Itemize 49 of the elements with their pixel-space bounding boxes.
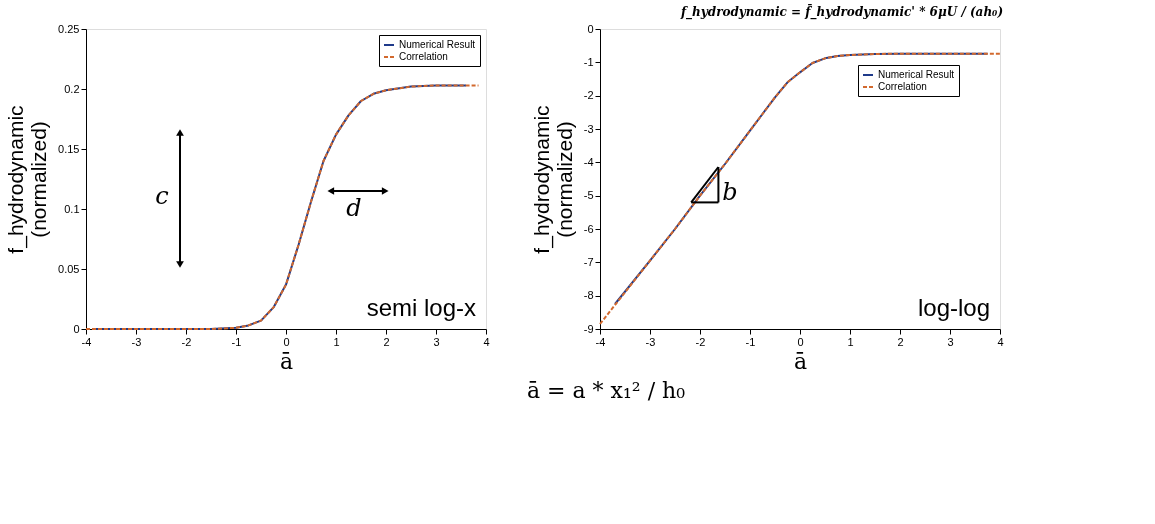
x-tick-label: -3 <box>131 335 142 348</box>
y-tick-label: -8 <box>583 289 594 302</box>
annotation: semi log-x <box>366 294 476 321</box>
y-tick-label: -6 <box>583 222 594 235</box>
x-tick-label: -1 <box>745 335 756 348</box>
annotation: c <box>155 182 169 210</box>
legend-label: Correlation <box>399 51 448 62</box>
chart-title: f_hydrodynamic = f̄_hydrodynamic' * 6μU / (ah₀) <box>679 2 1004 20</box>
y-axis-title: f_hydrodynamic (normalized) <box>529 105 576 254</box>
x-tick-label: 2 <box>383 335 390 348</box>
x-tick-label: -3 <box>645 335 656 348</box>
legend-label: Correlation <box>878 81 927 92</box>
y-tick-label: 0.25 <box>58 22 80 35</box>
x-tick-label: 3 <box>947 335 954 348</box>
x-tick-label: 0 <box>283 335 290 348</box>
x-tick-label: 2 <box>897 335 904 348</box>
y-tick-label: -1 <box>583 55 594 68</box>
y-tick-label: 0 <box>587 22 594 35</box>
legend-label: Numerical Result <box>399 39 476 50</box>
x-tick-label: 1 <box>847 335 854 348</box>
x-axis-title: ā <box>279 348 294 374</box>
text: ā = a * x₁² / h₀ <box>526 378 686 403</box>
x-tick-label: -4 <box>595 335 606 348</box>
y-tick-label: -4 <box>583 155 594 168</box>
annotation: b <box>722 177 738 206</box>
x-tick-label: 3 <box>433 335 440 348</box>
x-tick-label: -1 <box>231 335 242 348</box>
annotation: d <box>346 194 362 222</box>
x-tick-label: -2 <box>181 335 192 348</box>
x-tick-label: -4 <box>81 335 92 348</box>
y-tick-label: -2 <box>583 89 594 102</box>
y-tick-label: -7 <box>583 255 594 268</box>
x-tick-label: 1 <box>333 335 340 348</box>
y-tick-label: 0 <box>73 322 80 335</box>
y-tick-label: 0.1 <box>64 202 80 215</box>
x-tick-label: 0 <box>797 335 804 348</box>
legend-label: Numerical Result <box>878 69 955 80</box>
x-tick-label: 4 <box>997 335 1004 348</box>
y-tick-label: -9 <box>583 322 594 335</box>
y-tick-label: 0.05 <box>58 262 80 275</box>
y-axis-title: f_hydrodynamic (normalized) <box>4 105 51 254</box>
y-tick-label: 0.2 <box>64 82 80 95</box>
x-axis-title: ā <box>793 348 808 374</box>
x-tick-label: 4 <box>483 335 490 348</box>
y-tick-label: -3 <box>583 122 594 135</box>
annotation: log-log <box>917 294 990 321</box>
y-tick-label: 0.15 <box>58 142 80 155</box>
x-tick-label: -2 <box>695 335 706 348</box>
y-tick-label: -5 <box>583 189 594 202</box>
